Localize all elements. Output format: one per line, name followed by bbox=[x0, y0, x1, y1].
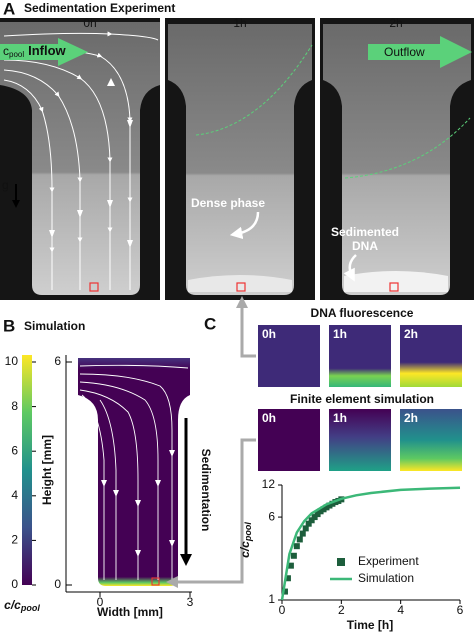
colorbar-label: c/cpool bbox=[4, 598, 40, 613]
panel-label: C bbox=[204, 314, 216, 333]
text: c bbox=[3, 44, 9, 58]
legend-marker bbox=[337, 558, 345, 566]
subtitle: Finite element simulation bbox=[290, 392, 434, 406]
y-tick-label: 6 bbox=[268, 509, 275, 523]
image bbox=[329, 325, 391, 387]
time-label: 0h bbox=[262, 327, 276, 341]
x-tick-label: 3 bbox=[187, 595, 194, 609]
time-label: 1h bbox=[233, 16, 246, 30]
x-tick-label: 0 bbox=[279, 603, 286, 617]
y-axis-label: Height [mm] bbox=[40, 435, 54, 505]
data-point bbox=[293, 543, 300, 550]
data-point bbox=[296, 536, 303, 543]
data-point bbox=[290, 552, 297, 559]
time-label: 1h bbox=[333, 327, 347, 341]
text: pool bbox=[9, 50, 24, 59]
text: c/c bbox=[4, 598, 21, 612]
text: Inflow bbox=[28, 43, 66, 58]
colorbar-tick-label: 2 bbox=[11, 533, 18, 547]
text: c/c bbox=[238, 541, 252, 558]
simulation-tube bbox=[78, 358, 190, 586]
gravity-label: g bbox=[2, 178, 9, 192]
data-point bbox=[287, 562, 294, 569]
time-label: 1h bbox=[333, 411, 347, 425]
annotation: Dense phase bbox=[191, 196, 265, 210]
arrow-label: Sedimentation bbox=[199, 449, 213, 532]
y-tick-label: 12 bbox=[262, 477, 276, 491]
y-tick-label: 1 bbox=[268, 592, 275, 606]
region-marker bbox=[151, 577, 160, 586]
subtitle: DNA fluorescence bbox=[311, 306, 414, 320]
colorbar-tick-label: 4 bbox=[11, 488, 18, 502]
data-point bbox=[284, 575, 291, 582]
outflow-label: Outflow bbox=[384, 45, 425, 59]
image bbox=[400, 409, 462, 471]
colorbar-tick-label: 0 bbox=[11, 577, 18, 591]
time-label: 2h bbox=[404, 327, 418, 341]
y-axis-label: c/cpool bbox=[238, 522, 253, 558]
connector bbox=[166, 438, 256, 588]
connector bbox=[236, 296, 256, 358]
image bbox=[258, 325, 320, 387]
x-tick-label: 0 bbox=[97, 595, 104, 609]
streamline-arrows bbox=[101, 450, 175, 557]
data-point bbox=[308, 517, 315, 524]
text: pool bbox=[20, 603, 40, 613]
panel-label: A bbox=[3, 0, 15, 18]
time-label: 2h bbox=[389, 16, 402, 30]
colorbar bbox=[22, 355, 32, 585]
x-axis-label: Time [h] bbox=[347, 618, 393, 632]
time-label: 0h bbox=[83, 16, 96, 30]
inflow-label: cpool Inflow bbox=[3, 43, 67, 59]
data-point bbox=[305, 520, 312, 527]
panel-title: Sedimentation Experiment bbox=[24, 1, 175, 15]
colorbar-tick-label: 8 bbox=[11, 399, 18, 413]
x-tick-label: 2 bbox=[338, 603, 345, 617]
data-point bbox=[299, 530, 306, 537]
x-axis-label: Width [mm] bbox=[97, 605, 163, 619]
legend-label: Simulation bbox=[358, 571, 414, 585]
y-tick-label: 6 bbox=[54, 354, 61, 368]
legend-label: Experiment bbox=[358, 554, 419, 568]
experiment-images bbox=[0, 18, 474, 300]
image bbox=[400, 325, 462, 387]
x-tick-label: 6 bbox=[457, 603, 464, 617]
colorbar-tick-label: 10 bbox=[5, 354, 19, 368]
annotation: Sedimented DNA bbox=[330, 225, 399, 253]
colorbar-tick-label: 6 bbox=[11, 443, 18, 457]
data-point bbox=[302, 525, 309, 532]
annotation-box: Sedimented DNA bbox=[330, 225, 399, 253]
time-label: 2h bbox=[404, 411, 418, 425]
y-tick-label: 0 bbox=[54, 577, 61, 591]
image bbox=[258, 409, 320, 471]
data-line bbox=[280, 486, 461, 601]
time-label: 0h bbox=[262, 411, 276, 425]
x-tick-label: 4 bbox=[397, 603, 404, 617]
panel-label: B bbox=[3, 316, 15, 335]
data-point bbox=[281, 588, 288, 595]
text: pool bbox=[243, 522, 253, 542]
panel-title: Simulation bbox=[24, 319, 85, 333]
streamlines bbox=[79, 364, 189, 580]
image bbox=[329, 409, 391, 471]
